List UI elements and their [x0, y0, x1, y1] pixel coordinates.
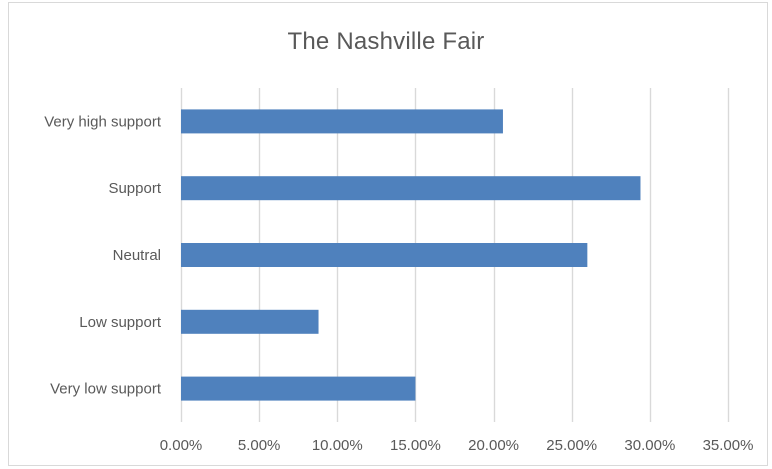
- category-label: Neutral: [113, 247, 161, 264]
- x-tick-label: 15.00%: [390, 437, 441, 454]
- category-label: Very high support: [44, 113, 162, 130]
- bar: [181, 109, 503, 134]
- category-label: Very low support: [50, 381, 162, 398]
- category-label: Low support: [79, 314, 162, 331]
- x-tick-label: 30.00%: [624, 437, 675, 454]
- bar: [181, 376, 416, 401]
- bar: [181, 176, 641, 201]
- x-tick-label: 5.00%: [238, 437, 281, 454]
- category-label: Support: [108, 180, 161, 197]
- x-tick-label: 20.00%: [468, 437, 519, 454]
- bar: [181, 243, 588, 267]
- x-tick-label: 35.00%: [703, 437, 754, 454]
- x-tick-label: 0.00%: [160, 437, 203, 454]
- x-tick-label: 25.00%: [546, 437, 597, 454]
- x-tick-label: 10.00%: [312, 437, 363, 454]
- bar: [181, 309, 319, 334]
- chart-title: The Nashville Fair: [287, 28, 485, 55]
